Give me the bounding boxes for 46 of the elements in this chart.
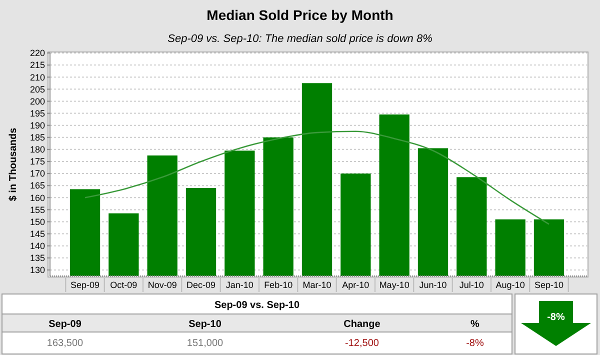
y-tick-label: 165 xyxy=(30,180,45,191)
x-tick-label: Apr-10 xyxy=(342,280,370,290)
y-tick-label: 210 xyxy=(30,72,45,82)
x-tick-label: Jun-10 xyxy=(419,280,447,290)
text: Sep-10 xyxy=(188,319,222,330)
x-tick-label: Jul-10 xyxy=(459,280,484,290)
text: Sep-09 xyxy=(48,319,82,330)
y-tick-label: 180 xyxy=(30,144,45,155)
y-tick-label: 205 xyxy=(30,84,45,94)
line-series xyxy=(84,130,550,225)
y-tick-label: 190 xyxy=(30,120,45,130)
y-tick-label: 185 xyxy=(30,132,45,143)
y-tick-label: 195 xyxy=(30,108,45,118)
chart-subtitle: Sep-09 vs. Sep-10: The median sold price is down 8% xyxy=(168,33,433,45)
x-tick-label: Sep-09 xyxy=(70,280,100,290)
text: -8% xyxy=(547,312,565,323)
x-tick-label: Dec-09 xyxy=(186,280,216,290)
y-tick-label: 130 xyxy=(30,265,45,276)
chart-title: Median Sold Price by Month xyxy=(206,7,394,23)
y-tick-label: 140 xyxy=(30,241,45,252)
x-tick-label: Jan-10 xyxy=(226,280,254,290)
text: -8% xyxy=(466,338,484,349)
y-tick-label: 175 xyxy=(30,156,45,167)
x-tick-label: May-10 xyxy=(379,280,410,290)
text: -12,500 xyxy=(345,338,380,349)
y-tick-label: 200 xyxy=(30,96,45,106)
y-tick-label: 220 xyxy=(30,48,45,58)
y-tick-label: 160 xyxy=(30,192,45,203)
text: 151,000 xyxy=(186,338,224,349)
y-tick-label: 135 xyxy=(30,253,45,264)
y-tick-label: 215 xyxy=(30,60,45,70)
x-tick-label: Sep-10 xyxy=(534,280,564,290)
y-tick-label: 150 xyxy=(30,216,45,227)
text: % xyxy=(470,319,480,330)
text: Sep-09 vs. Sep-10 xyxy=(214,300,300,311)
y-tick-label: 155 xyxy=(30,204,45,215)
y-tick-label: 170 xyxy=(30,168,45,179)
x-tick-label: Aug-10 xyxy=(496,280,525,290)
text: Change xyxy=(344,319,381,330)
x-tick-label: Nov-09 xyxy=(148,280,177,290)
y-axis-title: $ in Thousands xyxy=(8,127,19,202)
x-tick-label: Oct-09 xyxy=(110,280,138,290)
y-tick-label: 145 xyxy=(30,228,45,239)
text: 163,500 xyxy=(46,338,84,349)
x-tick-label: Mar-10 xyxy=(302,280,332,290)
x-tick-label: Feb-10 xyxy=(264,280,293,290)
